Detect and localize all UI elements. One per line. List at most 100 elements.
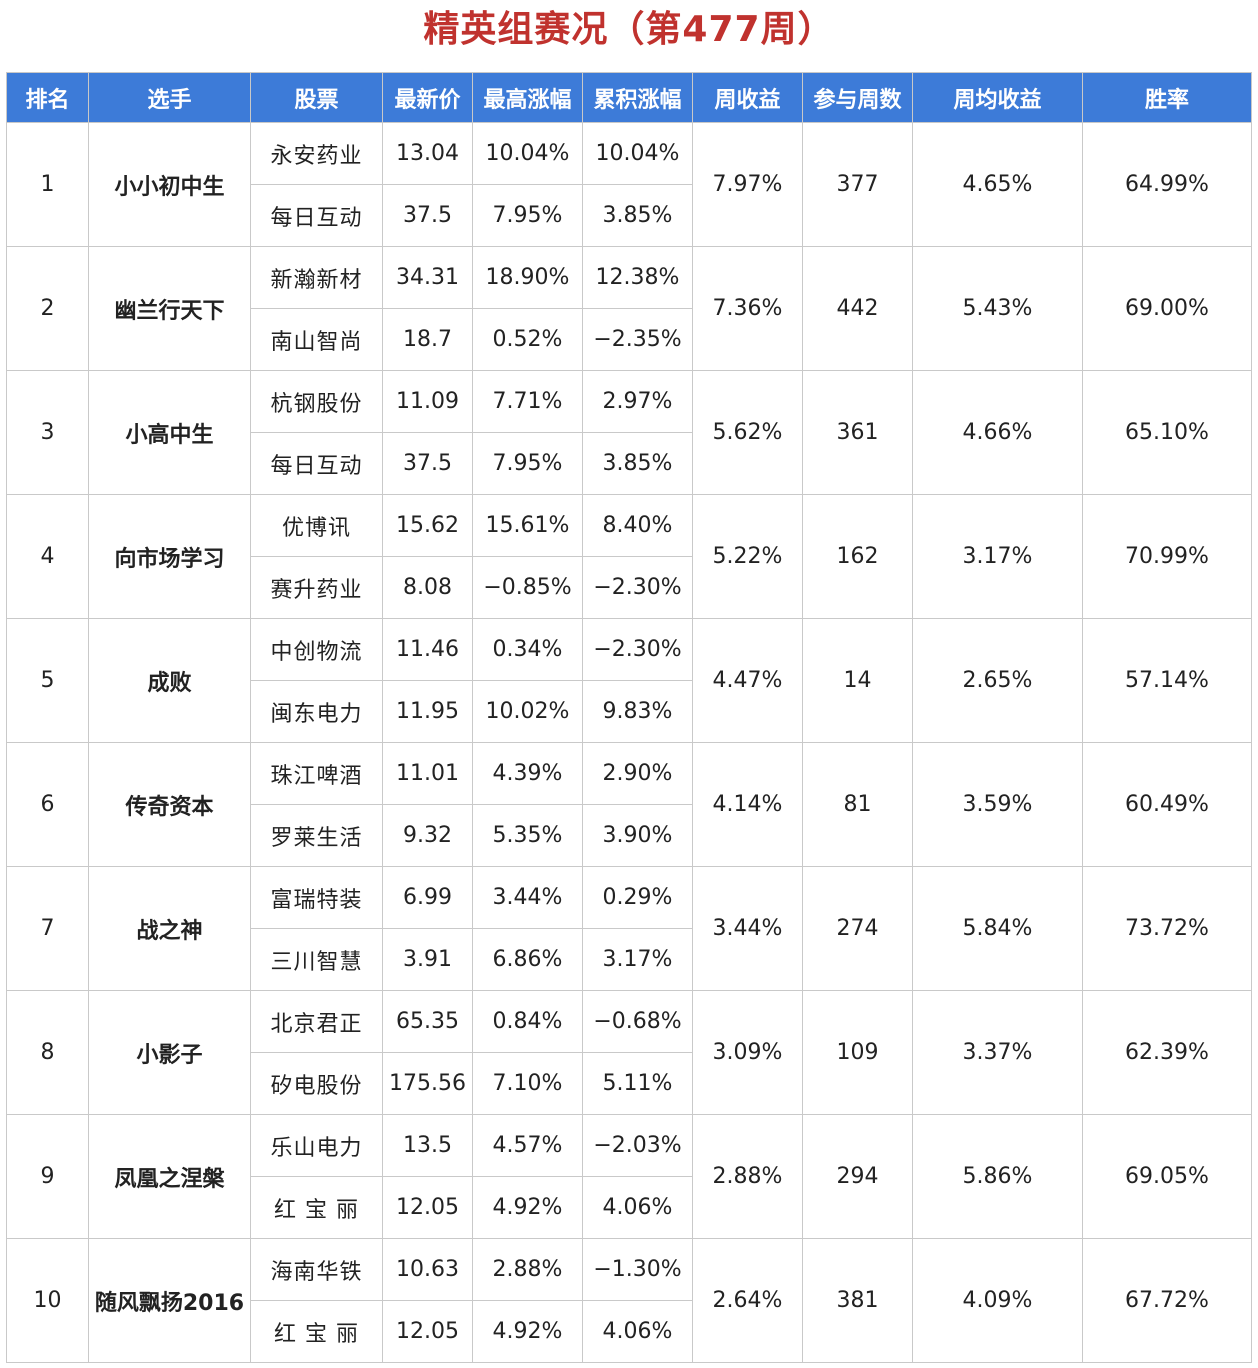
max-gain: 4.39% <box>472 742 583 805</box>
player-name: 战之神 <box>88 866 251 991</box>
cumulative-gain: 10.04% <box>582 122 693 185</box>
rank-cell: 5 <box>6 618 89 743</box>
latest-price: 11.09 <box>382 370 473 433</box>
header-latest-price[interactable]: 最新价 <box>382 72 473 123</box>
cumulative-gain: 0.29% <box>582 866 693 929</box>
header-stock[interactable]: 股票 <box>250 72 383 123</box>
max-gain: −0.85% <box>472 556 583 619</box>
stock-name: 新瀚新材 <box>250 246 383 309</box>
win-rate: 73.72% <box>1082 866 1252 991</box>
cumulative-gain: 9.83% <box>582 680 693 743</box>
stock-name: 杭钢股份 <box>250 370 383 433</box>
weeks-participated: 109 <box>802 990 913 1115</box>
stock-name: 北京君正 <box>250 990 383 1053</box>
avg-weekly-return: 2.65% <box>912 618 1083 743</box>
latest-price: 9.32 <box>382 804 473 867</box>
stock-name: 红 宝 丽 <box>250 1300 383 1363</box>
cumulative-gain: 2.97% <box>582 370 693 433</box>
cumulative-gain: 3.85% <box>582 184 693 247</box>
win-rate: 65.10% <box>1082 370 1252 495</box>
win-rate: 67.72% <box>1082 1238 1252 1363</box>
weekly-return: 3.44% <box>692 866 803 991</box>
latest-price: 3.91 <box>382 928 473 991</box>
header-avg-weekly-return[interactable]: 周均收益 <box>912 72 1083 123</box>
max-gain: 7.10% <box>472 1052 583 1115</box>
rank-cell: 1 <box>6 122 89 247</box>
cumulative-gain: 4.06% <box>582 1176 693 1239</box>
max-gain: 0.52% <box>472 308 583 371</box>
avg-weekly-return: 5.86% <box>912 1114 1083 1239</box>
win-rate: 60.49% <box>1082 742 1252 867</box>
max-gain: 0.84% <box>472 990 583 1053</box>
stock-name: 每日互动 <box>250 432 383 495</box>
table-row: 罗莱生活 9.32 5.35% 3.90% <box>7 804 1252 867</box>
avg-weekly-return: 5.43% <box>912 246 1083 371</box>
table-row: 每日互动 37.5 7.95% 3.85% <box>7 432 1252 495</box>
max-gain: 4.92% <box>472 1300 583 1363</box>
win-rate: 64.99% <box>1082 122 1252 247</box>
player-name: 成败 <box>88 618 251 743</box>
player-name: 随风飘扬2016 <box>88 1238 251 1363</box>
latest-price: 15.62 <box>382 494 473 557</box>
weekly-return: 5.62% <box>692 370 803 495</box>
cumulative-gain: 3.17% <box>582 928 693 991</box>
table-row: 3 小高中生 杭钢股份 11.09 7.71% 2.97% 5.62% 361 4.66% 65.… <box>6 370 1252 495</box>
stock-name: 每日互动 <box>250 184 383 247</box>
stock-name: 闽东电力 <box>250 680 383 743</box>
cumulative-gain: 12.38% <box>582 246 693 309</box>
header-weekly-return[interactable]: 周收益 <box>692 72 803 123</box>
stock-name: 乐山电力 <box>250 1114 383 1177</box>
max-gain: 7.71% <box>472 370 583 433</box>
win-rate: 62.39% <box>1082 990 1252 1115</box>
latest-price: 11.95 <box>382 680 473 743</box>
table-row: 1 小小初中生 永安药业 13.04 10.04% 10.04% 7.97% 377 4.65%… <box>6 122 1252 247</box>
table-row: 6 传奇资本 珠江啤酒 11.01 4.39% 2.90% 4.14% 81 3.59% 60.4… <box>6 742 1252 867</box>
weekly-return: 2.64% <box>692 1238 803 1363</box>
latest-price: 175.56 <box>382 1052 473 1115</box>
avg-weekly-return: 3.59% <box>912 742 1083 867</box>
cumulative-gain: −2.35% <box>582 308 693 371</box>
max-gain: 7.95% <box>472 184 583 247</box>
player-name: 小高中生 <box>88 370 251 495</box>
latest-price: 18.7 <box>382 308 473 371</box>
stock-name: 矽电股份 <box>250 1052 383 1115</box>
header-max-gain[interactable]: 最高涨幅 <box>472 72 583 123</box>
avg-weekly-return: 3.17% <box>912 494 1083 619</box>
latest-price: 8.08 <box>382 556 473 619</box>
win-rate: 69.00% <box>1082 246 1252 371</box>
header-win-rate[interactable]: 胜率 <box>1082 72 1252 123</box>
latest-price: 6.99 <box>382 866 473 929</box>
player-name: 向市场学习 <box>88 494 251 619</box>
weeks-participated: 442 <box>802 246 913 371</box>
max-gain: 18.90% <box>472 246 583 309</box>
header-weeks-participated[interactable]: 参与周数 <box>802 72 913 123</box>
rank-cell: 6 <box>6 742 89 867</box>
header-player[interactable]: 选手 <box>88 72 251 123</box>
latest-price: 65.35 <box>382 990 473 1053</box>
cumulative-gain: −2.03% <box>582 1114 693 1177</box>
table-row: 5 成败 中创物流 11.46 0.34% −2.30% 4.47% 14 2.65% 57.14… <box>6 618 1252 743</box>
stock-name: 中创物流 <box>250 618 383 681</box>
stock-name: 三川智慧 <box>250 928 383 991</box>
table-header-row: 排名 选手 股票 最新价 最高涨幅 累积涨幅 周收益 参与周数 周均收益 胜率 <box>6 72 1252 123</box>
max-gain: 15.61% <box>472 494 583 557</box>
table-row: 2 幽兰行天下 新瀚新材 34.31 18.90% 12.38% 7.36% 442 5.43%… <box>6 246 1252 371</box>
header-rank[interactable]: 排名 <box>6 72 89 123</box>
rank-cell: 8 <box>6 990 89 1115</box>
ranking-table: 排名 选手 股票 最新价 最高涨幅 累积涨幅 周收益 参与周数 周均收益 胜率 … <box>6 72 1252 1363</box>
cumulative-gain: −2.30% <box>582 556 693 619</box>
weeks-participated: 162 <box>802 494 913 619</box>
table-row: 8 小影子 北京君正 65.35 0.84% −0.68% 3.09% 109 3.37% 62.… <box>6 990 1252 1115</box>
weekly-return: 7.36% <box>692 246 803 371</box>
rank-cell: 3 <box>6 370 89 495</box>
stock-name: 富瑞特装 <box>250 866 383 929</box>
max-gain: 10.02% <box>472 680 583 743</box>
weekly-return: 2.88% <box>692 1114 803 1239</box>
table-row: 南山智尚 18.7 0.52% −2.35% <box>7 308 1252 371</box>
rank-cell: 4 <box>6 494 89 619</box>
stock-name: 珠江啤酒 <box>250 742 383 805</box>
header-cumulative-gain[interactable]: 累积涨幅 <box>582 72 693 123</box>
page-title: 精英组赛况（第477周） <box>423 9 835 50</box>
player-name: 小小初中生 <box>88 122 251 247</box>
weekly-return: 4.47% <box>692 618 803 743</box>
